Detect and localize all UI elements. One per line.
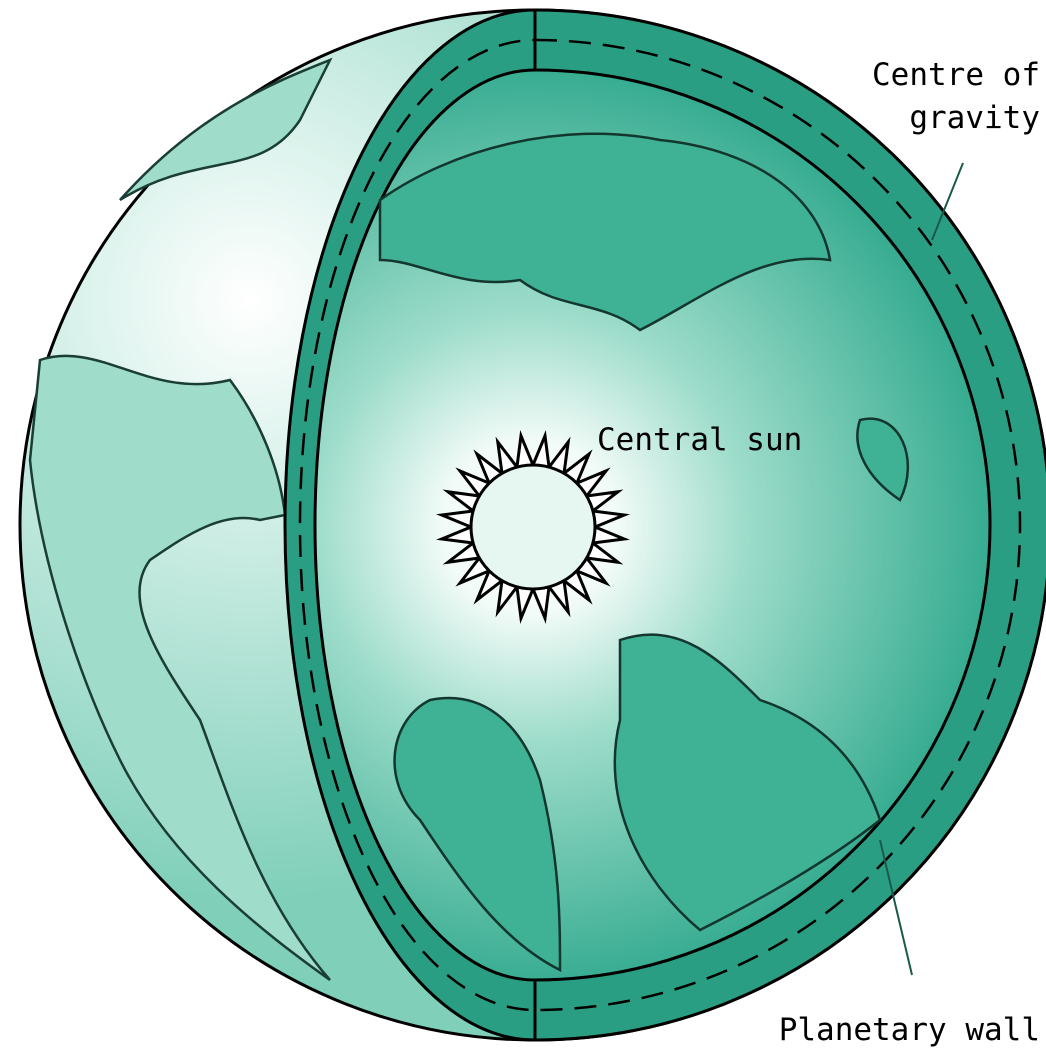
gravity-midline — [298, 38, 1022, 1012]
label: Central sun — [597, 422, 802, 458]
sun-rays — [435, 429, 631, 625]
globe — [18, 8, 1046, 1042]
label: Planetary wall — [779, 1012, 1040, 1048]
continents-interior — [378, 132, 910, 973]
label: Centre of — [872, 57, 1040, 93]
label: gravity — [909, 100, 1040, 136]
continents-exterior — [28, 57, 333, 982]
leader-line — [879, 839, 913, 976]
leader-line — [931, 162, 964, 241]
central-sun — [435, 429, 631, 625]
sun-disc — [469, 463, 597, 591]
